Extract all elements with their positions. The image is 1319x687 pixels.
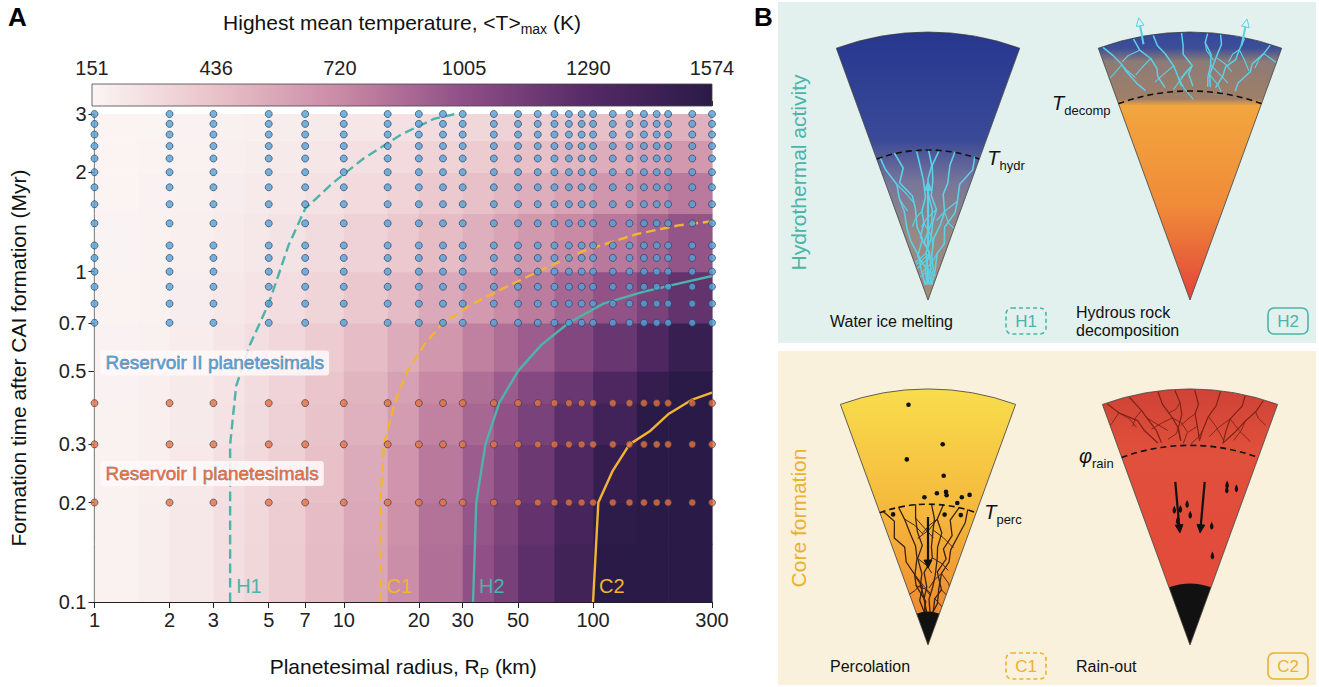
svg-text:Percolation: Percolation [830, 658, 910, 675]
svg-text:0.5: 0.5 [59, 360, 87, 382]
svg-text:0.7: 0.7 [59, 312, 87, 334]
svg-text:B: B [754, 2, 773, 32]
svg-text:1: 1 [75, 261, 86, 283]
svg-text:φrain: φrain [1079, 445, 1114, 471]
svg-text:20: 20 [408, 609, 430, 631]
svg-text:1005: 1005 [442, 57, 487, 79]
svg-text:2: 2 [164, 609, 175, 631]
svg-text:300: 300 [695, 609, 728, 631]
svg-text:1: 1 [89, 609, 100, 631]
svg-text:A: A [8, 2, 27, 32]
svg-text:Core formation: Core formation [787, 449, 810, 588]
svg-text:0.1: 0.1 [59, 591, 87, 613]
svg-text:151: 151 [75, 57, 108, 79]
svg-text:436: 436 [199, 57, 232, 79]
svg-text:H2: H2 [1277, 312, 1299, 331]
svg-text:H1: H1 [1015, 312, 1037, 331]
svg-text:0.2: 0.2 [59, 492, 87, 514]
svg-text:50: 50 [507, 609, 529, 631]
svg-text:1290: 1290 [566, 57, 611, 79]
svg-text:max: max [521, 21, 547, 37]
svg-text:C2: C2 [1277, 657, 1299, 676]
svg-text:C2: C2 [599, 575, 625, 597]
svg-text:H1: H1 [236, 575, 262, 597]
svg-text:Tperc: Tperc [984, 501, 1022, 527]
svg-text:Formation time after CAI forma: Formation time after CAI formation (Myr) [7, 170, 30, 547]
svg-text:3: 3 [75, 103, 86, 125]
svg-text:Planetesimal radius, R: Planetesimal radius, R [270, 655, 480, 678]
svg-text:Hydrous rock: Hydrous rock [1076, 304, 1171, 321]
svg-text:3: 3 [208, 609, 219, 631]
svg-text:100: 100 [576, 609, 609, 631]
svg-text:Hydrothermal activity: Hydrothermal activity [787, 74, 810, 271]
svg-text:Rain-out: Rain-out [1076, 658, 1137, 675]
svg-text:Thydr: Thydr [987, 147, 1025, 173]
svg-text:0.3: 0.3 [59, 433, 87, 455]
svg-text:2: 2 [75, 161, 86, 183]
svg-text:1574: 1574 [690, 57, 735, 79]
svg-text:Highest mean temperature, <T>: Highest mean temperature, <T> [223, 11, 521, 34]
svg-text:Water ice melting: Water ice melting [830, 313, 953, 330]
svg-text:Reservoir I planetesimals: Reservoir I planetesimals [106, 463, 319, 484]
svg-text:(K): (K) [547, 11, 581, 34]
svg-text:5: 5 [263, 609, 274, 631]
svg-text:Tdecomp: Tdecomp [1052, 92, 1110, 118]
svg-text:P: P [480, 665, 489, 681]
svg-text:30: 30 [452, 609, 474, 631]
svg-text:C1: C1 [386, 575, 412, 597]
svg-text:decomposition: decomposition [1076, 322, 1179, 339]
svg-text:720: 720 [323, 57, 356, 79]
svg-text:C1: C1 [1015, 657, 1037, 676]
svg-text:7: 7 [300, 609, 311, 631]
svg-text:(km): (km) [489, 655, 537, 678]
svg-text:H2: H2 [479, 575, 505, 597]
svg-text:Reservoir II planetesimals: Reservoir II planetesimals [106, 352, 325, 373]
svg-text:10: 10 [333, 609, 355, 631]
